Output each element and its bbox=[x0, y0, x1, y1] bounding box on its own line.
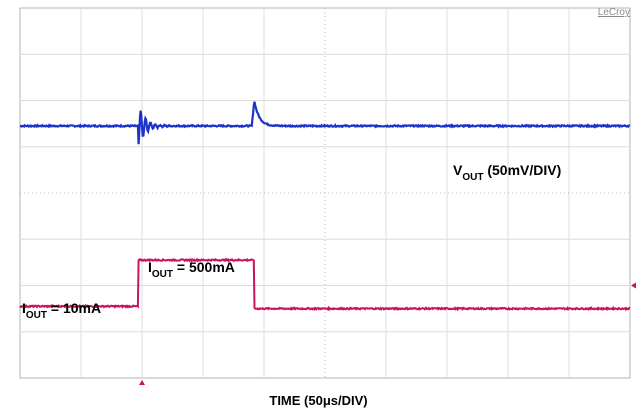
vout-series-label: VOUT (50mV/DIV) bbox=[453, 162, 561, 183]
iout-high-label: IOUT = 500mA bbox=[148, 259, 235, 280]
traces-layer bbox=[19, 101, 631, 312]
iout-low-label: IOUT = 10mA bbox=[22, 300, 101, 321]
x-axis-label: TIME (50μs/DIV) bbox=[269, 393, 368, 408]
labels-layer: LeCroy VOUT (50mV/DIV) IOUT = 500mA IOUT… bbox=[22, 7, 630, 321]
brand-label: LeCroy bbox=[598, 7, 630, 18]
trigger-marker bbox=[139, 380, 145, 385]
trigger-level-marker bbox=[631, 282, 636, 289]
grid-layer bbox=[19, 7, 636, 385]
iout-trace bbox=[19, 257, 631, 312]
vout-trace bbox=[19, 101, 631, 145]
